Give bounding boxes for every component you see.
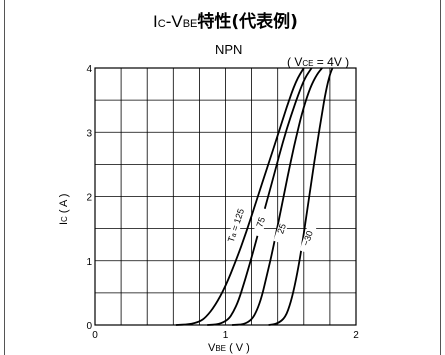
left-frame-border: [0, 0, 5, 355]
series-label: −30: [301, 229, 315, 247]
y-axis-label: IC ( A ): [58, 194, 70, 225]
xlabel-unit: ( V ): [226, 342, 250, 354]
ylabel-unit: ( A ): [58, 194, 70, 217]
y-tick-label: 2: [86, 193, 92, 204]
title-dash: -V: [166, 12, 184, 31]
title-vbe-sub: BE: [183, 18, 198, 30]
series-label: 25: [275, 222, 288, 235]
chart-axes: [94, 67, 357, 326]
x-tick-label: 0: [92, 330, 98, 341]
series-curve: [207, 67, 313, 326]
ylabel-main: I: [58, 222, 70, 225]
condition-close: = 4V ): [313, 55, 349, 69]
chart-condition: ( VCE = 4V ): [287, 55, 349, 69]
series-label: Ta = 125: [226, 207, 246, 243]
right-frame-border: [440, 0, 445, 355]
plot-border: [94, 67, 357, 326]
title-ic: I: [153, 12, 158, 31]
series-label: 75: [254, 216, 267, 229]
y-tick-label: 3: [86, 128, 92, 139]
chart-subtitle: NPN: [215, 42, 242, 57]
series-curve: [175, 67, 305, 326]
ylabel-sub: C: [60, 216, 69, 222]
chart-series-labels: Ta = 125 75 25 −30: [226, 207, 317, 254]
xlabel-main: V: [208, 342, 216, 354]
condition-sub: CE: [302, 59, 313, 68]
chart-tick-labels: 0 1 2 0 1 2 3 4: [86, 64, 359, 341]
x-axis-label: VBE ( V ): [208, 342, 250, 354]
chart-title: IC-VBE特性(代表例): [153, 11, 298, 32]
series-label-bg: [252, 207, 270, 238]
y-tick-label: 0: [86, 321, 92, 332]
condition-open: ( V: [287, 55, 302, 69]
xlabel-sub: BE: [215, 344, 226, 353]
series-label-bg: [299, 223, 317, 254]
series-label-bg: [227, 210, 246, 241]
title-ic-sub: C: [158, 18, 166, 30]
series-curve: [268, 67, 334, 326]
title-bold: 特性(代表例): [197, 11, 298, 32]
x-tick-label: 1: [223, 330, 229, 341]
x-tick-label: 2: [353, 330, 359, 341]
y-tick-label: 1: [86, 257, 92, 268]
y-tick-label: 4: [86, 64, 92, 75]
series-label-bg: [273, 214, 291, 244]
